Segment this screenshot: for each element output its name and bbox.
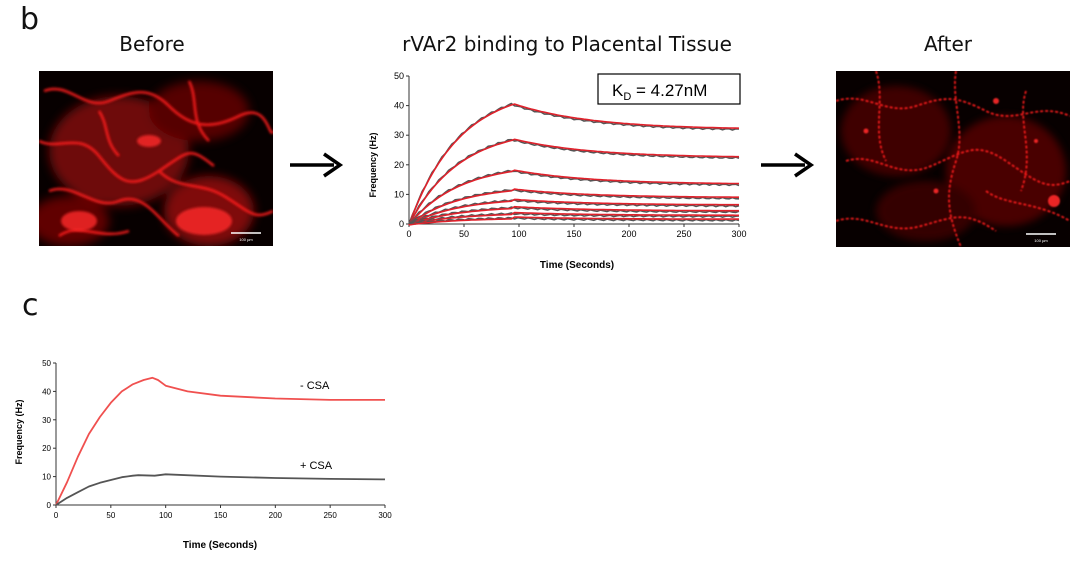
- panel-b-letter: b: [20, 2, 40, 37]
- after-tissue-image: 100 µm: [836, 71, 1070, 247]
- y-tick-label: 30: [394, 130, 404, 140]
- x-tick-label: 0: [406, 229, 411, 239]
- x-tick-label: 50: [459, 229, 469, 239]
- y-tick-label: 20: [42, 444, 51, 453]
- x-tick-label: 300: [731, 229, 746, 239]
- x-tick-label: 100: [511, 229, 526, 239]
- right-arrow-icon: [761, 152, 815, 178]
- measured-curve-6: [408, 206, 740, 225]
- x-tick-label: 150: [214, 511, 228, 520]
- x-tick-label: 100: [159, 511, 173, 520]
- x-tick-label: 150: [566, 229, 581, 239]
- y-tick-label: 10: [42, 473, 51, 482]
- x-tick-label: 250: [676, 229, 691, 239]
- axes: 0 50 100 150 200 250 300 0 10 20 30 40 50: [42, 359, 392, 520]
- panel-c-letter: c: [22, 288, 39, 323]
- series-line-minus-csa: [55, 376, 385, 506]
- y-tick-label: 50: [42, 359, 51, 368]
- fit-curve-8: [408, 216, 739, 226]
- x-axis-label: Time (Seconds): [183, 540, 257, 551]
- csa-inhibition-chart: 0 50 100 150 200 250 300 0 10 20 30 40 50 - CSA + CSA…: [14, 359, 392, 551]
- kd-value: = 4.27nM: [631, 81, 707, 100]
- axes: 0 50 100 150 200 250 300 0 10 20 30 40 50: [394, 71, 747, 239]
- y-tick-label: 40: [394, 101, 404, 111]
- y-tick-label: 40: [42, 387, 51, 396]
- right-arrow-icon: [290, 152, 344, 178]
- x-tick-label: 250: [323, 511, 337, 520]
- y-tick-label: 0: [399, 219, 404, 229]
- x-axis-label: Time (Seconds): [540, 260, 614, 271]
- y-tick-label: 30: [42, 416, 51, 425]
- fit-curve-6: [408, 205, 739, 226]
- fit-curve-2: [408, 138, 739, 226]
- before-tissue-image: 100 µm: [39, 80, 273, 246]
- fit-curve-5: [408, 198, 739, 226]
- after-title: After: [923, 32, 973, 56]
- x-tick-label: 50: [106, 511, 115, 520]
- x-tick-label: 200: [621, 229, 636, 239]
- binding-kinetics-chart: 0 50 100 150 200 250 300 0 10 20 30 40 50 KD = 4.27n…: [368, 71, 747, 271]
- fit-curve-7: [408, 211, 739, 226]
- kd-symbol: K: [612, 81, 624, 100]
- y-axis-label: Frequency (Hz): [14, 399, 24, 464]
- series-label: + CSA: [300, 460, 333, 472]
- x-tick-label: 200: [269, 511, 283, 520]
- y-tick-label: 10: [394, 189, 404, 199]
- kd-subscript: D: [623, 91, 631, 103]
- y-axis-label: Frequency (Hz): [368, 132, 378, 197]
- y-tick-label: 20: [394, 160, 404, 170]
- fit-curve-4: [408, 188, 739, 226]
- scale-bar-label: 100 µm: [1034, 238, 1048, 243]
- x-tick-label: 300: [378, 511, 392, 520]
- x-tick-label: 0: [54, 511, 59, 520]
- chart-b-title: rVAr2 binding to Placental Tissue: [402, 32, 732, 56]
- series-group: [408, 102, 740, 226]
- after-micrograph: 100 µm: [836, 71, 1070, 247]
- y-tick-label: 0: [47, 501, 52, 510]
- series-line-plus-csa: [55, 473, 386, 506]
- before-micrograph: 100 µm: [39, 71, 273, 246]
- series-group: - CSA + CSA: [55, 376, 386, 506]
- svg-text:KD = 4.27nM: KD = 4.27nM: [612, 81, 707, 103]
- series-label: - CSA: [300, 380, 330, 392]
- fit-curve-1: [408, 103, 740, 226]
- before-title: Before: [119, 32, 185, 56]
- kd-annotation-box: KD = 4.27nM: [597, 73, 741, 105]
- fit-curve-3: [408, 169, 740, 226]
- scale-bar-label: 100 µm: [239, 237, 253, 242]
- y-tick-label: 50: [394, 71, 404, 81]
